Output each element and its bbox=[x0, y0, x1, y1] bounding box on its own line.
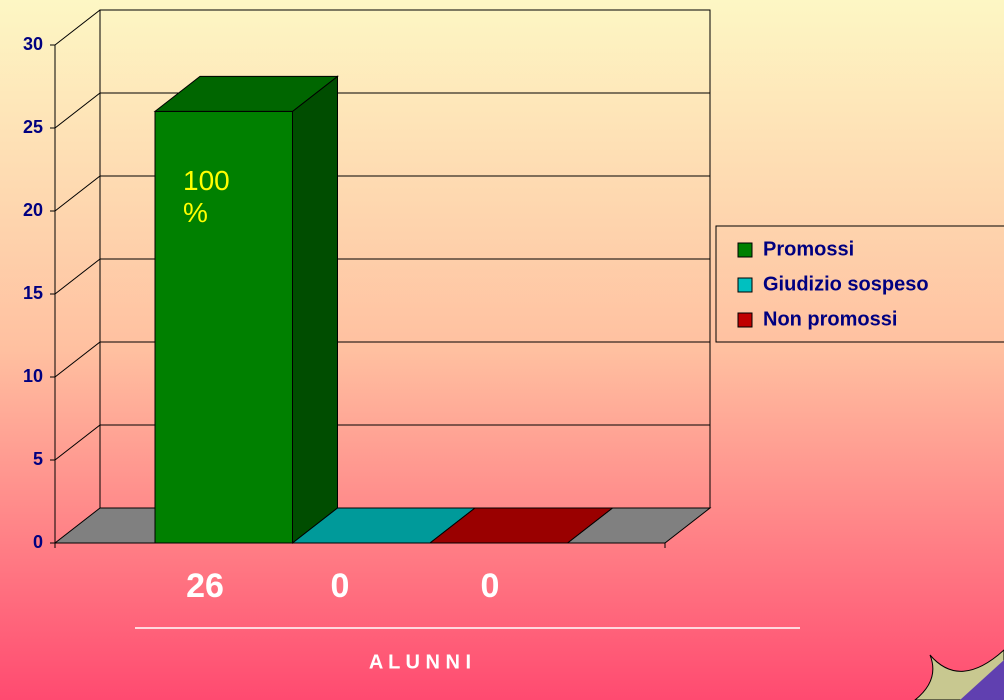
y-tick-label: 20 bbox=[23, 200, 43, 220]
value-label: 0 bbox=[481, 567, 500, 605]
grid-line bbox=[54, 258, 710, 295]
legend-swatch bbox=[737, 242, 753, 258]
grid-line bbox=[54, 92, 710, 129]
bar bbox=[154, 110, 293, 544]
y-tick-label: 30 bbox=[23, 34, 43, 54]
grid-line bbox=[54, 341, 710, 378]
y-tick-label: 5 bbox=[33, 449, 43, 469]
y-tick-label: 25 bbox=[23, 117, 43, 137]
legend-swatch bbox=[737, 312, 753, 328]
grid-line bbox=[54, 9, 710, 46]
page-curl-corner bbox=[960, 660, 1004, 700]
legend-label: Giudizio sospeso bbox=[763, 273, 929, 295]
value-label: 26 bbox=[186, 567, 224, 605]
y-tick-label: 15 bbox=[23, 283, 43, 303]
legend-label: Non promossi bbox=[763, 308, 897, 330]
grid-line bbox=[54, 424, 710, 461]
annotation: 100 % bbox=[183, 165, 230, 228]
x-axis-label: A L U N N I bbox=[369, 651, 471, 673]
bar-top bbox=[428, 507, 614, 544]
grid-line bbox=[54, 175, 710, 212]
value-label: 0 bbox=[331, 567, 350, 605]
legend-swatch bbox=[737, 277, 753, 293]
bar-top bbox=[153, 75, 339, 112]
legend-box bbox=[715, 225, 1004, 343]
y-tick-label: 0 bbox=[33, 532, 43, 552]
legend-label: Promossi bbox=[763, 238, 854, 260]
bar-side bbox=[292, 75, 338, 545]
y-tick-label: 10 bbox=[23, 366, 43, 386]
